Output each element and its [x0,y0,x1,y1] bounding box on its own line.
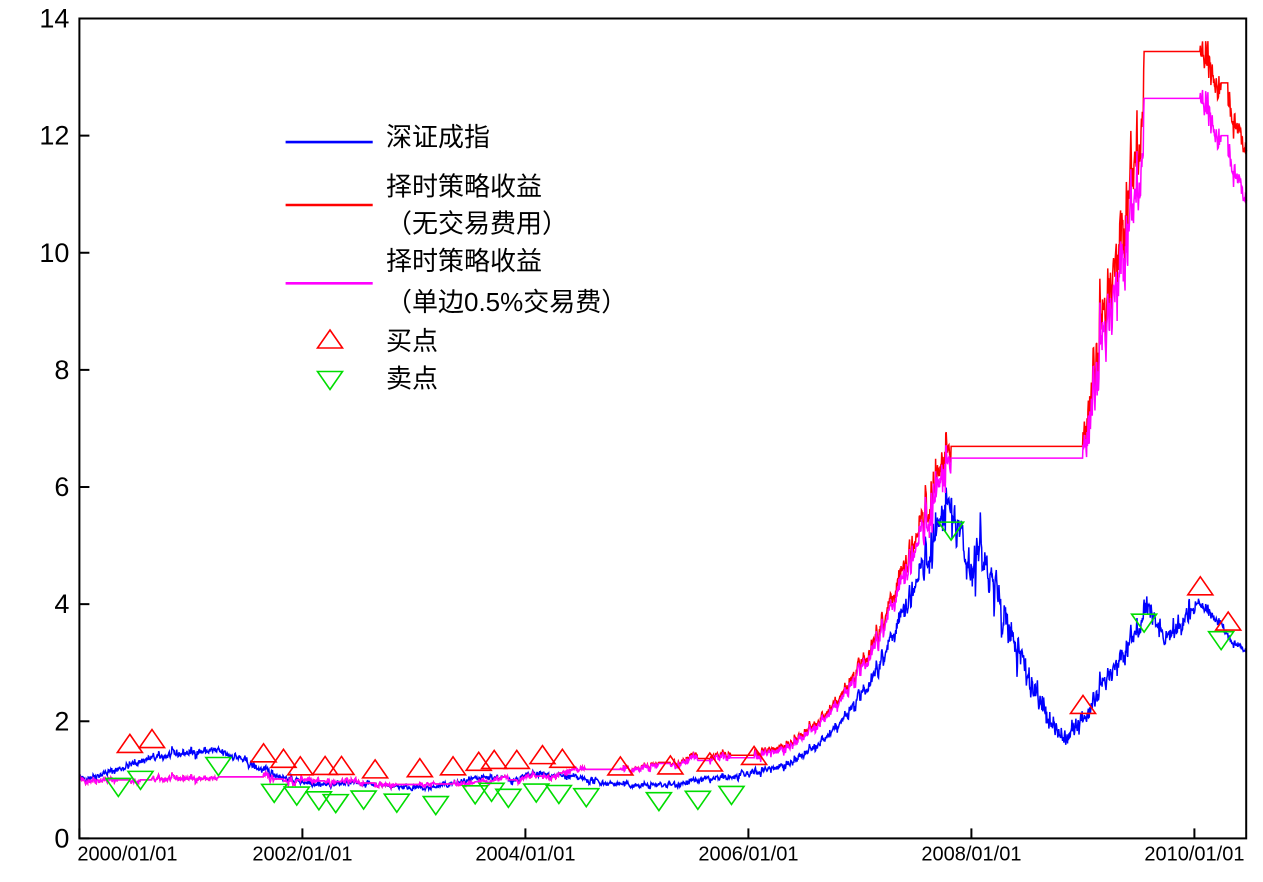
svg-text:6: 6 [54,472,69,502]
svg-text:买点: 买点 [386,326,438,356]
svg-text:择时策略收益: 择时策略收益 [386,246,542,276]
svg-text:2008/01/01: 2008/01/01 [921,843,1021,865]
svg-text:（单边0.5%交易费）: （单边0.5%交易费） [386,287,627,317]
svg-text:2002/01/01: 2002/01/01 [252,843,352,865]
svg-text:择时策略收益: 择时策略收益 [386,171,542,201]
svg-text:卖点: 卖点 [386,364,438,394]
svg-text:0: 0 [54,823,69,853]
svg-text:2000/01/01: 2000/01/01 [77,843,177,865]
svg-text:2010/01/01: 2010/01/01 [1144,843,1244,865]
svg-text:（无交易费用）: （无交易费用） [386,209,568,239]
svg-text:4: 4 [54,589,69,619]
svg-text:2: 2 [54,706,69,736]
svg-text:2004/01/01: 2004/01/01 [475,843,575,865]
svg-text:14: 14 [39,4,69,34]
svg-text:10: 10 [39,238,69,268]
svg-text:8: 8 [54,355,69,385]
svg-text:深证成指: 深证成指 [386,122,490,152]
svg-text:12: 12 [39,121,69,151]
svg-text:2006/01/01: 2006/01/01 [698,843,798,865]
